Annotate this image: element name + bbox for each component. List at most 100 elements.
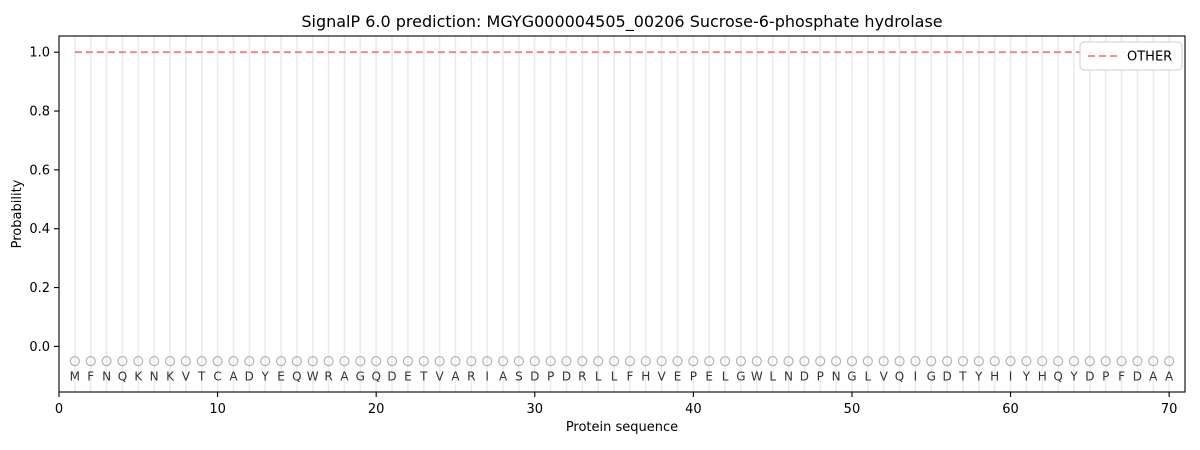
residue-marker bbox=[577, 356, 588, 367]
gridlines bbox=[74, 36, 1170, 392]
residue-letter: D bbox=[1085, 369, 1094, 383]
x-tick-label: 60 bbox=[1002, 402, 1019, 417]
y-tick-label: 0.6 bbox=[29, 163, 50, 178]
residue-letter: Q bbox=[895, 369, 904, 383]
residue-letter: I bbox=[1009, 369, 1013, 383]
y-tick-label: 0.0 bbox=[29, 340, 50, 355]
residue-marker bbox=[196, 356, 207, 367]
residue-marker bbox=[926, 356, 937, 367]
residue-marker bbox=[561, 356, 572, 367]
residue-marker bbox=[418, 356, 429, 367]
residue-letter: I bbox=[485, 369, 489, 383]
residue-marker bbox=[624, 356, 636, 367]
residue-letter: H bbox=[990, 369, 999, 383]
residue-letter: E bbox=[674, 369, 682, 383]
residue-letter: A bbox=[229, 369, 238, 383]
residue-letter: Q bbox=[1053, 369, 1062, 383]
residue-letter: N bbox=[102, 369, 111, 383]
residue-marker bbox=[275, 356, 287, 367]
residue-letter: I bbox=[914, 369, 918, 383]
residue-marker bbox=[862, 356, 873, 367]
residue-marker bbox=[513, 356, 525, 367]
residue-letter: D bbox=[800, 369, 809, 383]
y-tick-label: 0.8 bbox=[29, 105, 50, 120]
legend-label: OTHER bbox=[1127, 50, 1172, 65]
residue-letter: N bbox=[784, 369, 793, 383]
residue-marker bbox=[371, 356, 382, 367]
residue-marker bbox=[545, 356, 556, 367]
residue-marker bbox=[608, 356, 620, 367]
residue-marker bbox=[593, 356, 604, 367]
y-axis-label: Probability bbox=[10, 179, 25, 248]
residue-marker bbox=[497, 356, 509, 367]
residue-letter: K bbox=[166, 369, 175, 383]
x-axis-label: Protein sequence bbox=[566, 420, 678, 435]
residue-marker bbox=[482, 356, 493, 367]
residue-letter: M bbox=[70, 369, 80, 383]
residue-marker bbox=[529, 356, 540, 367]
residue-letter: L bbox=[595, 369, 602, 383]
residue-letter: Y bbox=[260, 369, 269, 383]
residue-marker bbox=[85, 356, 96, 367]
residue-marker bbox=[719, 356, 731, 367]
residue-letter: G bbox=[847, 369, 856, 383]
residue-letter: H bbox=[641, 369, 650, 383]
x-tick-label: 0 bbox=[55, 402, 63, 417]
y-tick-label: 1.0 bbox=[29, 46, 50, 61]
residue-letter: E bbox=[705, 369, 713, 383]
x-tick-label: 20 bbox=[368, 402, 385, 417]
residue-marker bbox=[846, 356, 858, 367]
residue-letter: Q bbox=[118, 369, 127, 383]
residue-letter: F bbox=[626, 369, 633, 383]
residue-letter: A bbox=[340, 369, 349, 383]
residue-marker bbox=[69, 356, 80, 367]
x-tick-label: 10 bbox=[209, 402, 226, 417]
x-tick-label: 30 bbox=[527, 402, 544, 417]
residue-marker bbox=[783, 356, 794, 367]
residue-marker bbox=[656, 356, 667, 367]
residue-marker bbox=[830, 356, 842, 367]
residue-letter: P bbox=[1102, 369, 1109, 383]
residue-marker bbox=[640, 356, 651, 367]
residue-marker bbox=[307, 356, 318, 367]
residue-marker bbox=[973, 356, 984, 367]
residue-letter: Q bbox=[371, 369, 380, 383]
residue-marker bbox=[1132, 356, 1143, 367]
residue-letter: D bbox=[387, 369, 396, 383]
residue-marker bbox=[386, 356, 398, 367]
residue-marker bbox=[942, 356, 953, 367]
residue-letter: E bbox=[277, 369, 285, 383]
residue-letter: D bbox=[562, 369, 571, 383]
residue-letter: D bbox=[530, 369, 539, 383]
residue-letter: T bbox=[197, 369, 206, 383]
residue-marker bbox=[450, 356, 461, 367]
residue-letter: K bbox=[134, 369, 143, 383]
residue-marker bbox=[149, 356, 160, 367]
y-axis: 0.0 0.2 0.4 0.6 0.8 1.0 bbox=[29, 46, 59, 355]
residue-letter: G bbox=[736, 369, 745, 383]
residue-marker bbox=[1084, 356, 1095, 367]
residue-marker bbox=[402, 356, 414, 367]
residue-letter: L bbox=[864, 369, 871, 383]
legend: OTHER bbox=[1079, 41, 1183, 71]
residue-marker bbox=[212, 356, 223, 367]
residue-letter: W bbox=[751, 369, 763, 383]
residue-marker bbox=[735, 356, 747, 367]
y-tick-label: 0.2 bbox=[29, 281, 50, 296]
residue-marker bbox=[1116, 356, 1127, 367]
residue-marker bbox=[1068, 356, 1080, 367]
residue-letter: T bbox=[958, 369, 967, 383]
residue-letter: N bbox=[150, 369, 159, 383]
residue-letter: Y bbox=[974, 369, 983, 383]
residue-letter: C bbox=[213, 369, 221, 383]
residue-letter: A bbox=[1165, 369, 1174, 383]
residue-letter: D bbox=[1133, 369, 1142, 383]
residue-letter: P bbox=[547, 369, 554, 383]
residue-marker bbox=[117, 356, 128, 367]
residue-marker bbox=[466, 356, 477, 367]
residue-marker bbox=[910, 356, 921, 367]
residue-letter: T bbox=[419, 369, 428, 383]
